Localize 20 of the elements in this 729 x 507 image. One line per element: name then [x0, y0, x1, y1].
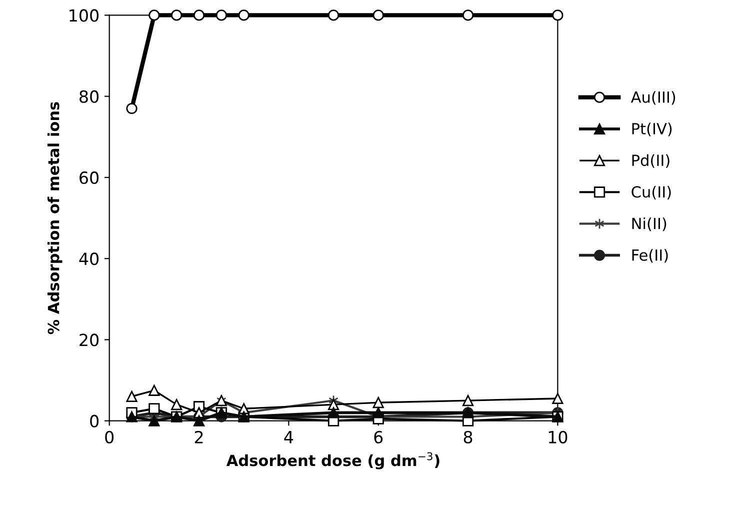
x-axis-title: Adsorbent dose (g dm$^{−3}$) [226, 452, 440, 470]
y-tick-label: 0 [90, 414, 99, 428]
x-tick-label: 0 [105, 430, 114, 444]
x-tick-label: 6 [374, 430, 383, 444]
y-tick-label: 100 [70, 9, 99, 22]
y-tick-label: 40 [79, 252, 99, 266]
x-tick-label: 8 [464, 430, 472, 444]
x-tick-label: 10 [548, 430, 568, 444]
legend-label: Ni(II) [632, 217, 666, 232]
y-tick-label: 20 [80, 334, 99, 346]
x-tick-label: 2 [194, 430, 203, 444]
y-axis-title: % Adsorption of metal ions [47, 102, 62, 334]
legend-label: Fe(II) [632, 249, 668, 263]
legend-label: Au(III) [630, 91, 676, 105]
legend-label: Pt(IV) [632, 122, 672, 136]
x-tick-label: 4 [284, 431, 294, 444]
legend-label: Pd(II) [632, 154, 670, 168]
y-tick-label: 80 [80, 90, 99, 103]
y-tick-label: 60 [80, 171, 99, 184]
legend-label: Cu(II) [632, 186, 671, 200]
